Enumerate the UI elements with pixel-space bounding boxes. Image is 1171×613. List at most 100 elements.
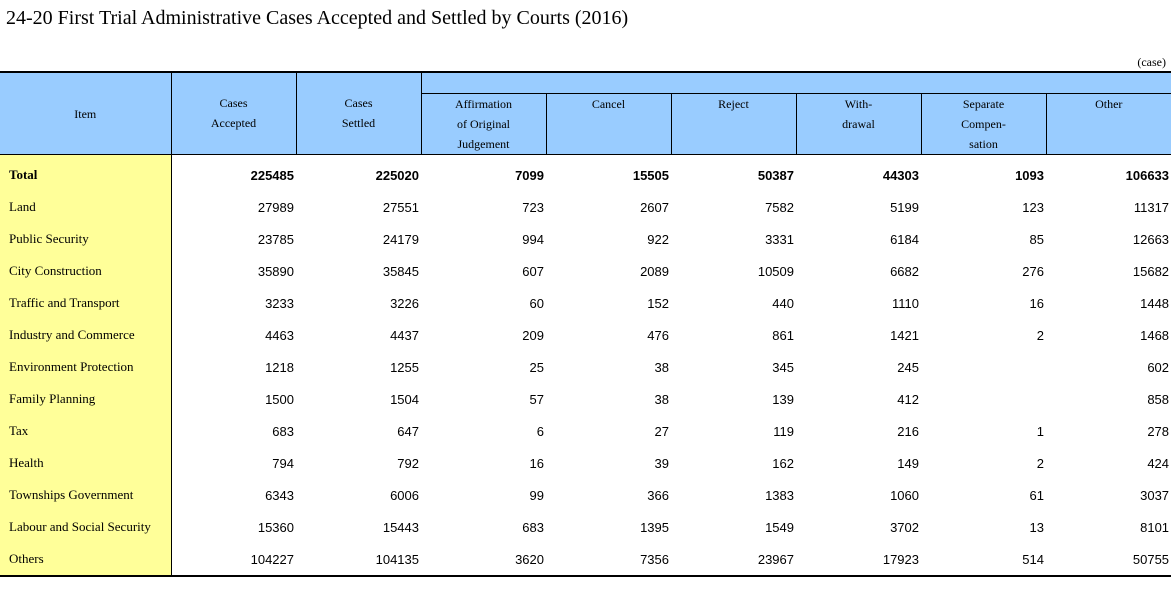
cell-settled: 1504: [390, 391, 419, 407]
cell-other: 858: [1147, 391, 1170, 407]
table-row: Health 794 792 16 39 162 149 2 424: [0, 447, 1171, 479]
header-line: of Original: [457, 117, 510, 131]
cell-reject: 10509: [757, 263, 794, 279]
cell-cancel: 152: [647, 295, 669, 311]
cell-separate: 276: [1022, 263, 1044, 279]
cell-separate: [921, 383, 1046, 415]
cases-table: Item Cases Accepted Cases Settled Affirm…: [0, 71, 1171, 577]
table-row: Townships Government 6343 6006 99 366 1383 106…: [0, 479, 1171, 511]
cell-withdrawal: 5199: [890, 199, 919, 215]
cell-other: 602: [1147, 359, 1170, 375]
table-row: Environment Protection 1218 1255 25 38 345 245…: [0, 351, 1171, 383]
cell-other: 1448: [1140, 295, 1170, 311]
cell-separate: 61: [1029, 487, 1044, 503]
header-reject: Reject: [671, 93, 797, 155]
cell-accepted: 1500: [265, 391, 294, 407]
table-row: Others 104227 104135 3620 7356 23967 17923 514 5…: [0, 543, 1171, 577]
header-line: Affirmation: [454, 97, 513, 111]
cell-withdrawal: 1421: [890, 327, 919, 343]
cell-accepted: 15360: [257, 519, 294, 535]
row-label: Land: [0, 191, 172, 223]
cell-settled: 1255: [390, 359, 419, 375]
table-row: City Construction 35890 35845 607 2089 10509 6…: [0, 255, 1171, 287]
cell-other: 8101: [1140, 519, 1170, 535]
cell-separate: 123: [1022, 199, 1044, 215]
cell-settled: 4437: [390, 327, 419, 343]
cell-reject: 440: [772, 295, 794, 311]
cell-separate: 514: [921, 543, 1046, 577]
header-line: drawal: [842, 117, 875, 131]
cell-withdrawal: 412: [897, 391, 919, 407]
cell-cancel: 27: [654, 423, 669, 439]
cell-accepted: 4463: [265, 327, 294, 343]
cell-accepted: 225485: [250, 167, 294, 183]
row-label: Tax: [0, 415, 172, 447]
cell-cancel: 1395: [640, 519, 669, 535]
cell-other: 11317: [1133, 199, 1170, 215]
table-row: Industry and Commerce 4463 4437 209 476 861 14…: [0, 319, 1171, 351]
cell-accepted: 3233: [265, 295, 294, 311]
cell-cancel: 366: [647, 487, 669, 503]
table-row: Public Security 23785 24179 994 922 3331 6184 8…: [0, 223, 1171, 255]
row-label: Total: [0, 154, 172, 191]
cell-other: 1468: [1140, 327, 1170, 343]
header-affirmation: Affirmation of Original Judgement: [421, 93, 547, 155]
header-line: Compen-: [961, 117, 1006, 131]
cell-reject: 861: [772, 327, 794, 343]
cell-settled: 792: [397, 455, 419, 471]
header-line: Cancel: [591, 97, 626, 111]
cell-cancel: 39: [654, 455, 669, 471]
cell-reject: 23967: [671, 543, 796, 577]
table-row: Traffic and Transport 3233 3226 60 152 440 111…: [0, 287, 1171, 319]
cell-withdrawal: 216: [897, 423, 919, 439]
header-cases-settled: Cases Settled: [296, 72, 422, 155]
table-body: Total 225485 225020 7099 15505 50387 44303 1093…: [0, 154, 1171, 577]
cell-other: 12663: [1132, 231, 1170, 247]
cell-withdrawal: 17923: [796, 543, 921, 577]
cell-separate: 1: [1036, 423, 1044, 439]
header-cases-accepted: Cases Accepted: [171, 72, 297, 155]
cell-other: 50755: [1046, 543, 1171, 577]
cell-separate: 13: [1029, 519, 1044, 535]
header-line: Cases: [344, 96, 373, 110]
cell-other: 424: [1147, 455, 1170, 471]
row-label: Traffic and Transport: [0, 287, 172, 319]
page-title: 24-20 First Trial Administrative Cases A…: [6, 7, 629, 29]
row-label: Labour and Social Security: [0, 511, 172, 543]
cell-cancel: 38: [654, 359, 669, 375]
header-line: Reject: [718, 97, 749, 111]
row-label: Family Planning: [0, 383, 172, 415]
cell-cancel: 15505: [632, 167, 669, 183]
cell-affirmation: 607: [522, 263, 544, 279]
cell-accepted: 794: [272, 455, 294, 471]
cell-accepted: 104227: [171, 543, 296, 577]
cell-withdrawal: 1060: [890, 487, 919, 503]
cell-settled: 15443: [382, 519, 419, 535]
cell-reject: 50387: [757, 167, 794, 183]
cell-settled: 3226: [390, 295, 419, 311]
cell-accepted: 6343: [265, 487, 294, 503]
header-withdrawal: With- drawal: [796, 93, 922, 155]
cell-affirmation: 994: [522, 231, 544, 247]
header-settled-group: [421, 72, 1171, 94]
cell-withdrawal: 6682: [890, 263, 919, 279]
cell-settled: 647: [397, 423, 419, 439]
header-line: Separate: [962, 97, 1005, 111]
row-label: Public Security: [0, 223, 172, 255]
cell-other: 3037: [1140, 487, 1170, 503]
cell-affirmation: 99: [529, 487, 544, 503]
header-line: With-: [844, 97, 873, 111]
cell-withdrawal: 3702: [890, 519, 919, 535]
header-line: Settled: [341, 116, 376, 130]
cell-separate: 2: [1036, 455, 1044, 471]
cell-settled: 6006: [390, 487, 419, 503]
cell-separate: [921, 351, 1046, 383]
cell-accepted: 35890: [257, 263, 294, 279]
cell-accepted: 1218: [265, 359, 294, 375]
cell-affirmation: 57: [529, 391, 544, 407]
cell-affirmation: 3620: [421, 543, 546, 577]
cell-reject: 139: [772, 391, 794, 407]
cell-reject: 7582: [765, 199, 794, 215]
cell-affirmation: 16: [529, 455, 544, 471]
header-cancel: Cancel: [546, 93, 672, 155]
